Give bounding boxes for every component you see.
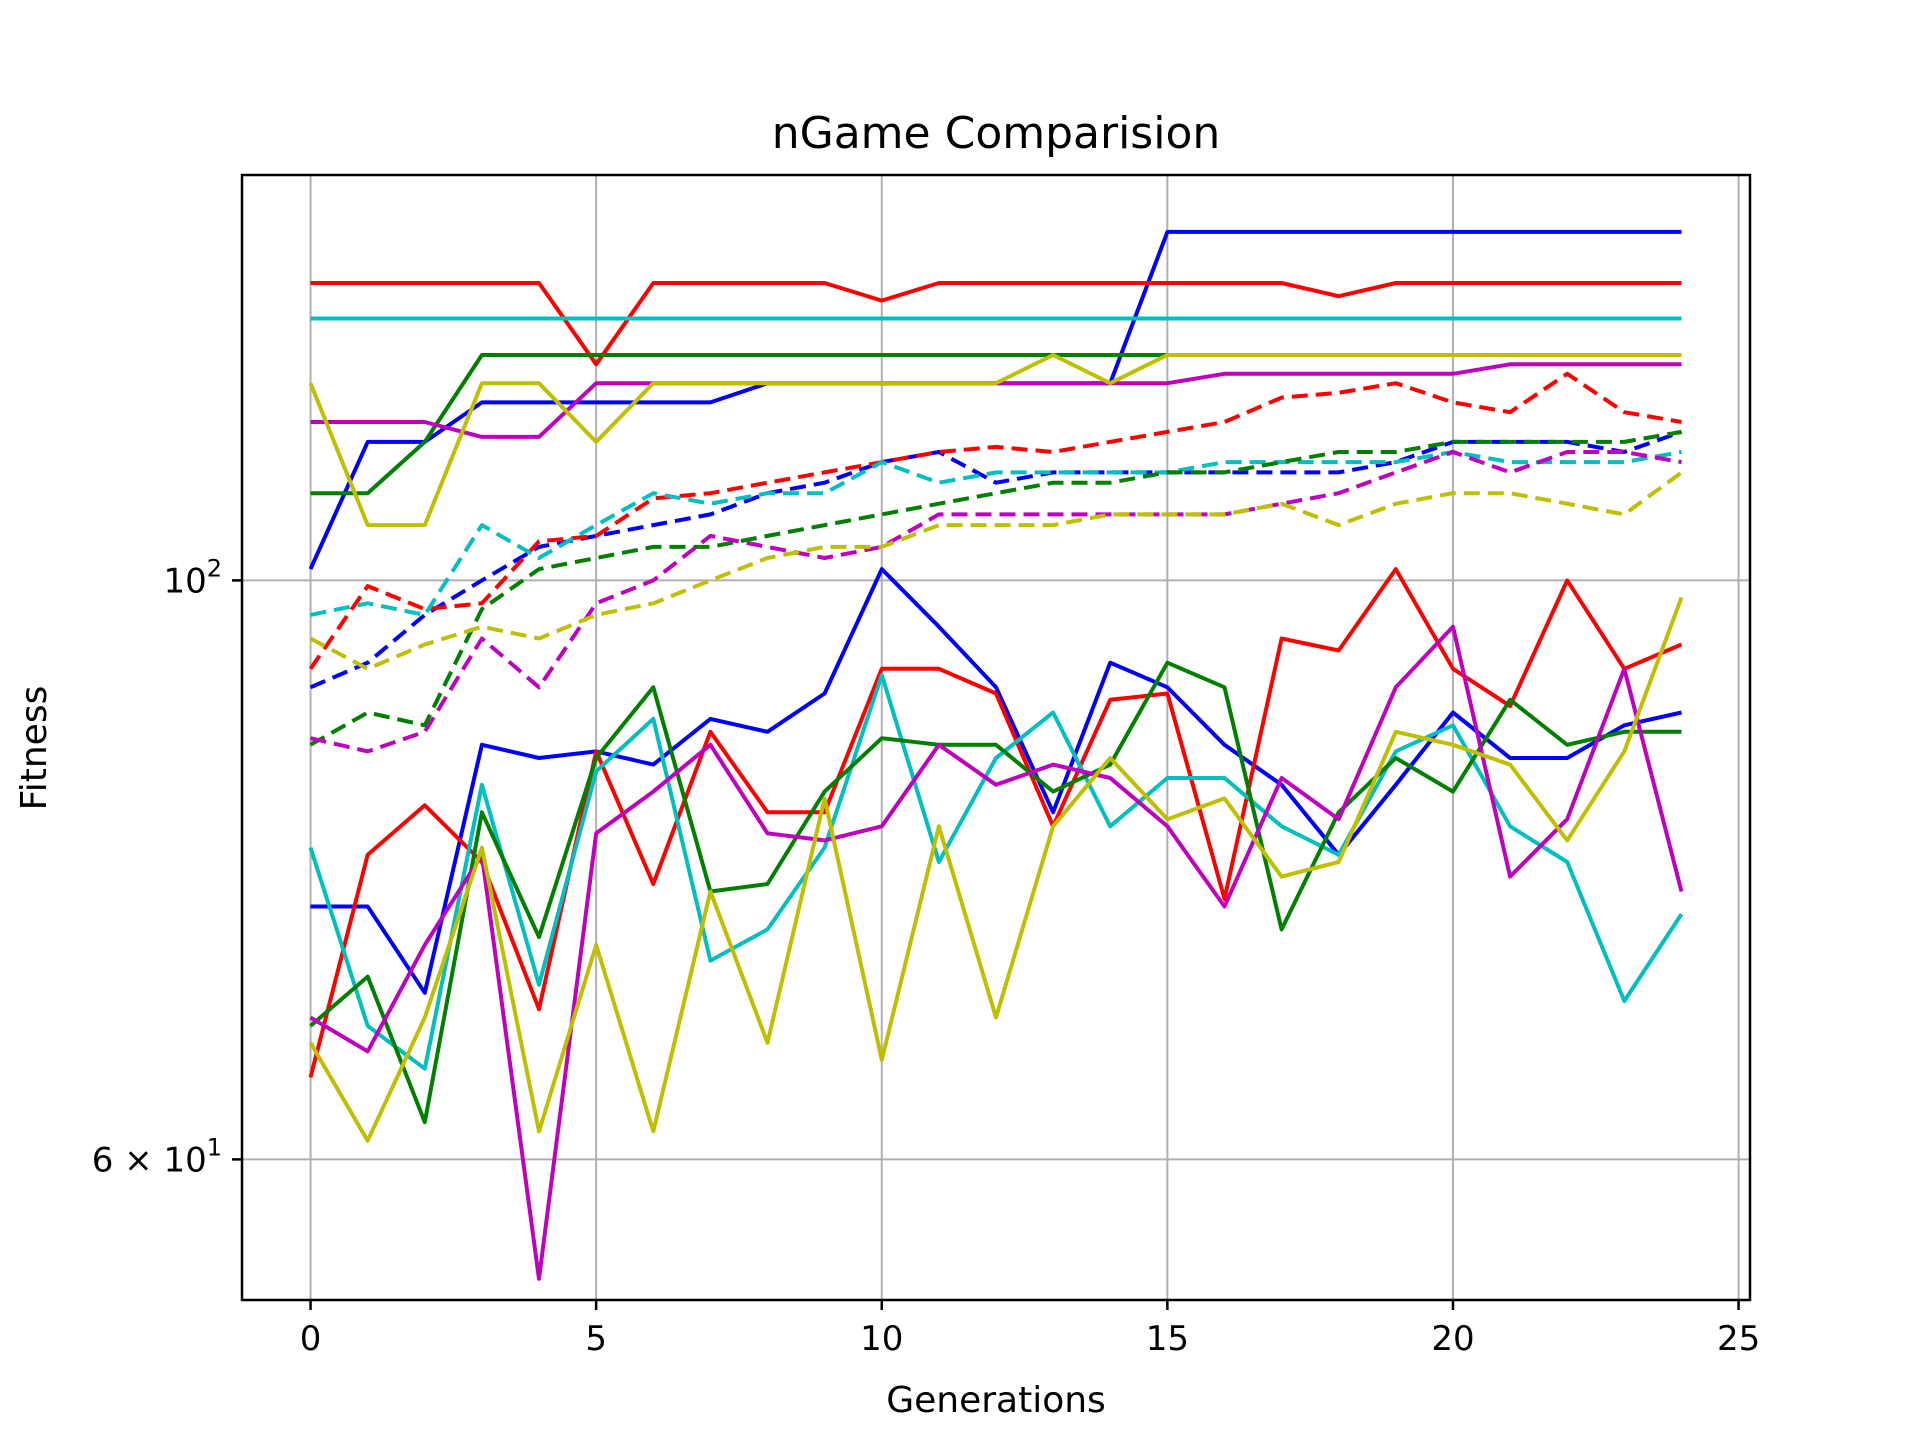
series-line-6 xyxy=(308,567,1683,1078)
series-line-4 xyxy=(310,281,1682,367)
tick-layer: 0 5 10 15 20 25 102 6 × 101 xyxy=(92,554,1760,1359)
x-tick-label: 5 xyxy=(585,1319,607,1359)
x-tick-label: 15 xyxy=(1146,1319,1189,1359)
grid-layer xyxy=(242,175,1750,1300)
plot-frame xyxy=(240,173,1752,1302)
series-line-5 xyxy=(308,371,1682,670)
y-tick-label: 6 × 101 xyxy=(92,1133,222,1180)
y-tick-label: 102 xyxy=(163,554,222,601)
series-layer xyxy=(308,229,1684,1281)
series-line-12 xyxy=(309,660,1682,1125)
x-tick-label: 0 xyxy=(300,1319,322,1359)
series-line-14 xyxy=(310,450,1682,754)
series-line-3 xyxy=(310,567,1682,995)
series-line-9 xyxy=(308,672,1684,1071)
y-axis-label: Fitness xyxy=(14,686,55,811)
series-line-17 xyxy=(309,470,1683,671)
x-tick-label: 25 xyxy=(1717,1319,1760,1359)
x-tick-label: 10 xyxy=(860,1319,903,1359)
chart-title: nGame Comparision xyxy=(772,108,1221,159)
series-line-18 xyxy=(308,596,1684,1143)
x-tick-label: 20 xyxy=(1431,1319,1474,1359)
series-line-16 xyxy=(308,353,1682,528)
series-line-11 xyxy=(309,429,1682,747)
x-axis-label: Generations xyxy=(886,1380,1106,1421)
series-line-2 xyxy=(309,430,1683,690)
series-line-8 xyxy=(310,450,1682,617)
series-line-15 xyxy=(309,624,1684,1281)
